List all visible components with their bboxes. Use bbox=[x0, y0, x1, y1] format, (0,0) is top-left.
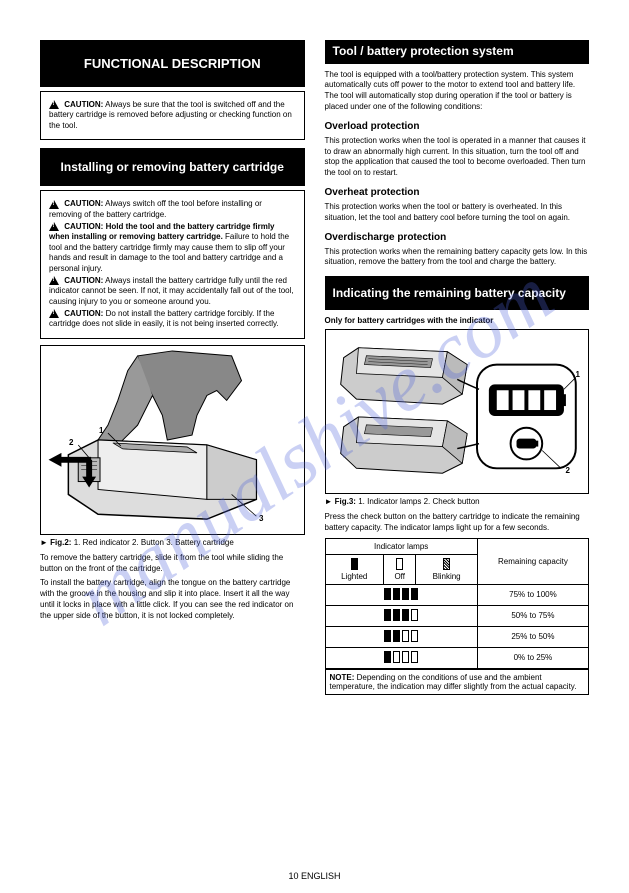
col-off: Off bbox=[384, 554, 416, 584]
figure-3: 1 2 bbox=[325, 329, 590, 494]
warning-icon bbox=[49, 276, 59, 285]
caution-label: CAUTION: bbox=[64, 100, 103, 109]
page-number: 10 ENGLISH bbox=[0, 871, 629, 881]
bar-icon bbox=[402, 630, 409, 642]
col-blinking: Blinking bbox=[416, 554, 477, 584]
fig-caption-text: 1. Red indicator 2. Button 3. Battery ca… bbox=[74, 538, 234, 547]
fig-caption-label: ► Fig.3: bbox=[325, 497, 356, 506]
bar-icon bbox=[411, 630, 418, 642]
bar-icon bbox=[402, 651, 409, 663]
subhead-overload: Overload protection bbox=[325, 121, 590, 132]
bar-off-icon bbox=[396, 558, 403, 570]
warning-icon bbox=[49, 309, 59, 318]
table-note-cell: NOTE: Depending on the conditions of use… bbox=[325, 669, 589, 695]
bar-icon bbox=[384, 609, 391, 621]
heading-functional-description: FUNCTIONAL DESCRIPTION bbox=[40, 40, 305, 87]
fig-caption-text: 1. Indicator lamps 2. Check button bbox=[358, 497, 479, 506]
table-row: 75% to 100% bbox=[325, 584, 589, 605]
subhead-overheat: Overheat protection bbox=[325, 187, 590, 198]
bar-blink-icon bbox=[443, 558, 450, 570]
bar-icon bbox=[393, 588, 400, 600]
warning-icon bbox=[49, 100, 59, 109]
bar-icon bbox=[393, 609, 400, 621]
bar-icon bbox=[393, 651, 400, 663]
protection-intro: The tool is equipped with a tool/battery… bbox=[325, 70, 590, 113]
caution-label: CAUTION: bbox=[64, 309, 103, 318]
capacity-cell: 50% to 75% bbox=[477, 605, 588, 626]
overheat-text: This protection works when the tool or b… bbox=[325, 202, 590, 224]
caution-box-1: CAUTION: Always be sure that the tool is… bbox=[40, 91, 305, 140]
page-container: FUNCTIONAL DESCRIPTION CAUTION: Always b… bbox=[0, 0, 629, 715]
table-header-lamps: Indicator lamps bbox=[325, 538, 477, 554]
table-header-capacity: Remaining capacity bbox=[477, 538, 588, 584]
fig-caption-label: ► Fig.2: bbox=[40, 538, 71, 547]
caution-box-2: CAUTION: Always switch off the tool befo… bbox=[40, 190, 305, 339]
caution-label: CAUTION: bbox=[64, 199, 103, 208]
col-lighted: Lighted bbox=[325, 554, 384, 584]
figure-label-2: 2 bbox=[566, 466, 570, 475]
capacity-cell: 0% to 25% bbox=[477, 647, 588, 669]
figure-label-1: 1 bbox=[576, 370, 580, 379]
heading-install-remove-battery: Installing or removing battery cartridge bbox=[40, 148, 305, 186]
figure-2-caption: ► Fig.2: 1. Red indicator 2. Button 3. B… bbox=[40, 538, 305, 547]
table-note-row: NOTE: Depending on the conditions of use… bbox=[325, 669, 589, 695]
figure-2: 1 2 3 bbox=[40, 345, 305, 535]
table-row: 0% to 25% bbox=[325, 647, 589, 669]
figure-label-2: 2 bbox=[69, 438, 73, 447]
indicator-cell bbox=[325, 626, 477, 647]
heading-remaining-capacity: Indicating the remaining battery capacit… bbox=[325, 276, 590, 310]
col-off-label: Off bbox=[394, 572, 405, 581]
col-blinking-label: Blinking bbox=[433, 572, 461, 581]
left-column: FUNCTIONAL DESCRIPTION CAUTION: Always b… bbox=[40, 40, 305, 695]
bar-icon bbox=[393, 630, 400, 642]
heading-protection-system: Tool / battery protection system bbox=[325, 40, 590, 64]
note-label: NOTE: bbox=[330, 673, 355, 682]
table-row: 25% to 50% bbox=[325, 626, 589, 647]
caution-label: CAUTION: bbox=[64, 276, 103, 285]
para-install: To install the battery cartridge, align … bbox=[40, 578, 305, 621]
bar-icon bbox=[402, 588, 409, 600]
figure-3-caption: ► Fig.3: 1. Indicator lamps 2. Check but… bbox=[325, 497, 590, 506]
press-check-text: Press the check button on the battery ca… bbox=[325, 512, 590, 534]
overload-text: This protection works when the tool is o… bbox=[325, 136, 590, 179]
bar-icon bbox=[384, 630, 391, 642]
bar-icon bbox=[411, 651, 418, 663]
capacity-cell: 75% to 100% bbox=[477, 584, 588, 605]
indicator-cell bbox=[325, 647, 477, 669]
bar-on-icon bbox=[351, 558, 358, 570]
figure-label-3: 3 bbox=[259, 514, 263, 523]
bar-icon bbox=[411, 609, 418, 621]
subhead-overdischarge: Overdischarge protection bbox=[325, 232, 590, 243]
table-row: 50% to 75% bbox=[325, 605, 589, 626]
caution-label: CAUTION: bbox=[64, 222, 103, 231]
indicator-cell bbox=[325, 605, 477, 626]
col-lighted-label: Lighted bbox=[341, 572, 367, 581]
only-for-label: Only for battery cartridges with the ind… bbox=[325, 316, 590, 325]
figure-2-svg bbox=[41, 346, 304, 534]
overdischarge-text: This protection works when the remaining… bbox=[325, 247, 590, 269]
indicator-cell bbox=[325, 584, 477, 605]
indicator-table: Indicator lamps Remaining capacity Light… bbox=[325, 538, 590, 695]
right-column: Tool / battery protection system The too… bbox=[325, 40, 590, 695]
bar-icon bbox=[411, 588, 418, 600]
para-remove: To remove the battery cartridge, slide i… bbox=[40, 553, 305, 575]
capacity-cell: 25% to 50% bbox=[477, 626, 588, 647]
figure-3-svg bbox=[326, 330, 589, 493]
note-text: Depending on the conditions of use and t… bbox=[330, 673, 577, 691]
warning-icon bbox=[49, 222, 59, 231]
bar-icon bbox=[384, 588, 391, 600]
bar-icon bbox=[402, 609, 409, 621]
table-row: Indicator lamps Remaining capacity bbox=[325, 538, 589, 554]
bar-icon bbox=[384, 651, 391, 663]
warning-icon bbox=[49, 200, 59, 209]
figure-label-1: 1 bbox=[99, 426, 103, 435]
